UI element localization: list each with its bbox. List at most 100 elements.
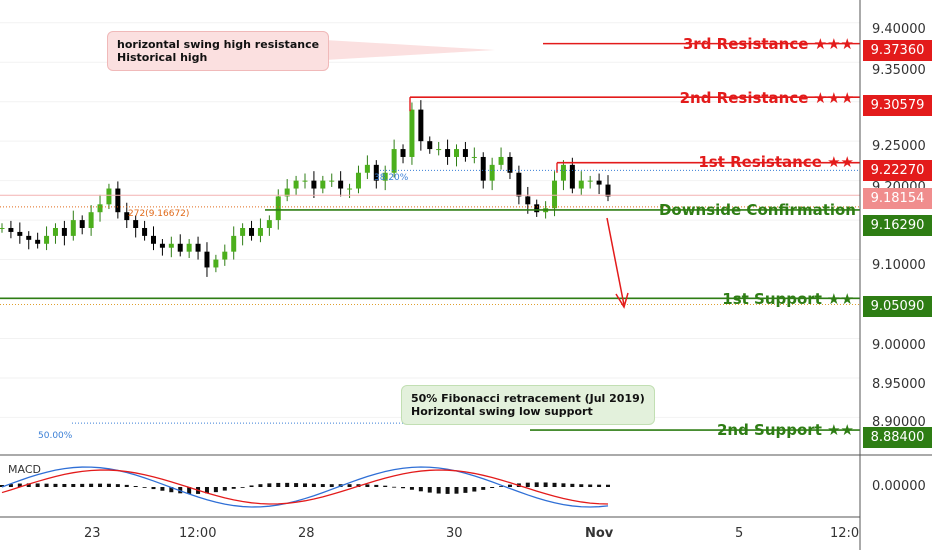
candle-body bbox=[106, 188, 112, 205]
candle-body bbox=[231, 235, 237, 252]
candle-body bbox=[142, 227, 148, 236]
candle-body bbox=[320, 180, 326, 189]
candle-body bbox=[35, 239, 41, 244]
macd-histogram-bar bbox=[187, 487, 192, 494]
macd-line bbox=[1, 466, 609, 508]
macd-histogram-bar bbox=[231, 487, 236, 489]
macd-histogram-bar bbox=[401, 487, 406, 489]
macd-histogram-bar bbox=[133, 486, 138, 487]
macd-histogram-bar bbox=[418, 487, 423, 492]
candle-body bbox=[587, 180, 593, 182]
macd-label: MACD bbox=[8, 463, 41, 476]
candle-body bbox=[275, 196, 281, 221]
macd-histogram-bar bbox=[311, 483, 316, 487]
macd-histogram-bar bbox=[490, 487, 495, 488]
second-resistance-label: 2nd Resistance ★★★ bbox=[679, 89, 854, 107]
macd-histogram-bar bbox=[124, 484, 129, 487]
resistance-note-line-2: Historical high bbox=[117, 51, 208, 64]
candle-body bbox=[302, 180, 308, 182]
candle-body bbox=[409, 109, 415, 157]
macd-histogram-bar bbox=[445, 487, 450, 494]
candle-body bbox=[498, 156, 504, 165]
macd-histogram-bar bbox=[44, 483, 49, 487]
candle-body bbox=[284, 188, 290, 197]
macd-histogram-bar bbox=[240, 487, 245, 488]
projection-arrow-line bbox=[606, 217, 625, 306]
macd-histogram-bar bbox=[606, 484, 610, 487]
candle-body bbox=[97, 204, 103, 213]
candle-body bbox=[70, 220, 76, 236]
macd-histogram-bar bbox=[463, 487, 468, 493]
candle-body bbox=[249, 227, 255, 236]
x-tick: 23 bbox=[84, 526, 101, 541]
macd-histogram-bar bbox=[285, 482, 290, 487]
macd-histogram-bar bbox=[258, 484, 263, 487]
candle-body bbox=[364, 164, 370, 173]
candle-body bbox=[507, 156, 513, 173]
candle-body bbox=[17, 231, 23, 236]
candle-body bbox=[462, 149, 468, 157]
macd-histogram-bar bbox=[329, 484, 334, 487]
level-lines bbox=[0, 40, 860, 431]
second-resistance-price: 9.30579 bbox=[863, 95, 932, 116]
candle-body bbox=[552, 180, 558, 209]
candle-body bbox=[222, 251, 228, 260]
candle-body bbox=[124, 212, 130, 221]
first-resistance-price: 9.22270 bbox=[863, 160, 932, 181]
macd-histogram-bar bbox=[543, 482, 548, 487]
candle-body bbox=[471, 156, 477, 158]
support-note: 50% Fibonacci retracement (Jul 2019) Hor… bbox=[401, 385, 655, 425]
x-tick: 30 bbox=[446, 526, 463, 541]
candle-body bbox=[578, 180, 584, 189]
first-support-price: 9.05090 bbox=[863, 296, 932, 317]
macd-histogram-bar bbox=[427, 487, 432, 493]
macd-histogram-bar bbox=[222, 487, 227, 491]
candle-body bbox=[445, 149, 451, 157]
first-support-label: 1st Support ★★ bbox=[722, 290, 854, 308]
macd-histogram-bar bbox=[597, 484, 602, 487]
macd-histogram-bar bbox=[552, 482, 557, 487]
candle-body bbox=[329, 180, 335, 182]
macd-histogram-bar bbox=[392, 486, 397, 488]
macd-histogram-bar bbox=[160, 487, 165, 491]
macd-histogram-bar bbox=[436, 487, 441, 494]
candle-body bbox=[168, 243, 174, 248]
macd-histogram-bar bbox=[347, 484, 352, 487]
macd-histogram-bar bbox=[26, 483, 31, 487]
macd-histogram-bar bbox=[8, 484, 13, 487]
candle-body bbox=[338, 180, 344, 189]
candle-body bbox=[88, 212, 94, 228]
candle-body bbox=[240, 227, 246, 236]
candle-body bbox=[266, 220, 272, 228]
first-resistance-label: 1st Resistance ★★ bbox=[698, 153, 854, 171]
candle-body bbox=[213, 259, 219, 268]
fib-382-label: 38.20% bbox=[374, 173, 409, 183]
candle-body bbox=[400, 149, 406, 157]
current-price-tag: 9.18154 bbox=[863, 188, 932, 209]
macd-histogram-bar bbox=[276, 482, 281, 487]
y-tick: 9.25000 bbox=[872, 139, 926, 154]
candle-body bbox=[605, 184, 611, 197]
candle-body bbox=[79, 220, 85, 228]
candle-body bbox=[159, 243, 165, 248]
macd-histogram-bar bbox=[579, 484, 584, 487]
macd-histogram-bar bbox=[89, 483, 94, 487]
x-tick: 28 bbox=[298, 526, 315, 541]
macd-histogram-bar bbox=[80, 483, 85, 487]
candle-body bbox=[257, 227, 263, 236]
candle-body bbox=[61, 227, 67, 236]
support-note-line-2: Horizontal swing low support bbox=[411, 405, 593, 418]
macd-histogram-bar bbox=[365, 484, 370, 487]
macd-histogram-bar bbox=[53, 483, 58, 487]
candle-body bbox=[596, 180, 602, 185]
candle-body bbox=[186, 243, 192, 252]
candle-body bbox=[454, 149, 459, 157]
candle-body bbox=[204, 251, 210, 268]
macd-histogram-bar bbox=[0, 485, 4, 487]
macd-histogram-bar bbox=[115, 484, 120, 487]
downside-confirmation-price: 9.16290 bbox=[863, 215, 932, 236]
macd-histogram-bar bbox=[534, 482, 539, 487]
macd-histogram-bar bbox=[249, 485, 254, 487]
candle-body bbox=[373, 164, 379, 181]
